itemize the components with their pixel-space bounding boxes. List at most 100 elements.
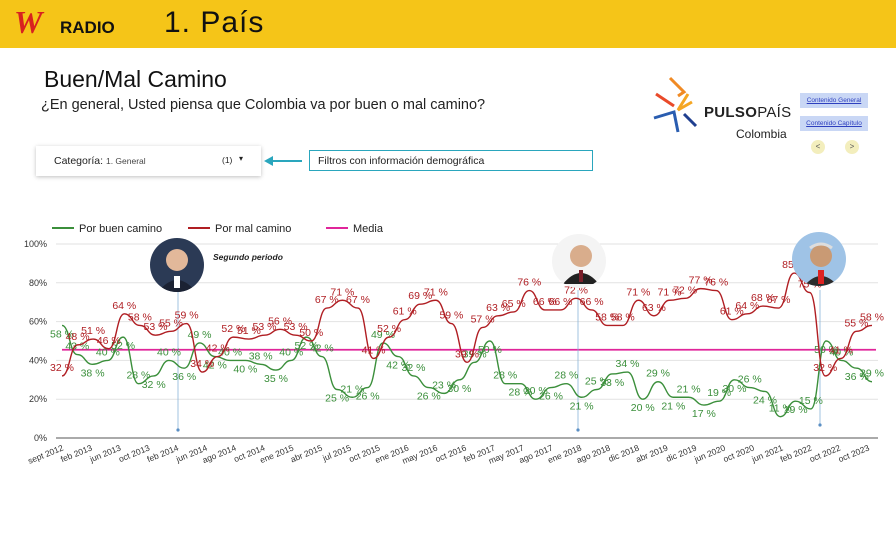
data-label: 39 % — [455, 348, 479, 360]
logo-w: W — [14, 4, 42, 40]
data-label: 57 % — [471, 313, 495, 325]
data-label: 59 % — [439, 310, 463, 322]
dropdown-caret-icon: ▾ — [239, 154, 244, 163]
data-label: 28 % — [493, 370, 517, 382]
data-label: 42 % — [203, 360, 227, 372]
x-tick-label: oct 2013 — [117, 442, 151, 464]
prev-page-button[interactable]: < — [811, 140, 825, 154]
data-label: 58 % — [50, 328, 74, 340]
x-tick-label: feb 2014 — [145, 442, 180, 464]
data-label: 46 % — [97, 335, 121, 347]
data-label: 52 % — [111, 340, 135, 352]
data-label: 38 % — [81, 367, 105, 379]
president-photo-icon — [150, 238, 204, 292]
data-label: 68 % — [751, 292, 775, 304]
term-marker-dot — [176, 428, 180, 432]
data-label: 76 % — [517, 277, 541, 289]
y-tick-label: 20% — [29, 394, 47, 404]
x-tick-label: oct 2020 — [722, 442, 756, 464]
annotation-note: Segundo periodo — [213, 252, 283, 262]
data-label: 49 % — [188, 329, 212, 341]
y-tick-label: 40% — [29, 355, 47, 365]
data-label: 58 % — [860, 311, 884, 323]
y-tick-label: 80% — [29, 278, 47, 288]
data-label: 76 % — [704, 277, 728, 289]
page-title: Buen/Mal Camino — [44, 66, 227, 92]
data-label: 17 % — [692, 408, 716, 420]
x-tick-label: feb 2013 — [59, 442, 94, 464]
data-label: 64 % — [112, 300, 136, 312]
legend-label: Por mal camino — [215, 223, 291, 235]
data-label: 23 % — [432, 379, 456, 391]
series-line — [61, 324, 873, 418]
x-tick-label: jun 2021 — [749, 442, 784, 464]
data-label: 55 % — [844, 317, 868, 329]
data-label: 15 % — [799, 395, 823, 407]
data-label: 21 % — [661, 400, 685, 412]
next-page-button[interactable]: > — [845, 140, 859, 154]
data-label: 40 % — [157, 346, 181, 358]
data-label: 65 % — [502, 298, 526, 310]
data-label: 51 % — [81, 325, 105, 337]
y-tick-label: 60% — [29, 317, 47, 327]
legend-label: Media — [353, 223, 384, 235]
data-label: 34 % — [190, 358, 214, 370]
data-label: 52 % — [221, 323, 245, 335]
y-tick-label: 0% — [34, 433, 47, 443]
x-tick-label: oct 2016 — [434, 442, 468, 464]
data-label: 67 % — [767, 294, 791, 306]
data-label: 38 % — [249, 350, 273, 362]
data-label: 66 % — [533, 296, 557, 308]
x-tick-label: oct 2023 — [837, 442, 871, 464]
data-label: 63 % — [486, 302, 510, 314]
data-label: 28 % — [126, 370, 150, 382]
president-photo-icon — [552, 234, 606, 288]
data-label: 63 % — [642, 302, 666, 314]
data-label: 61 % — [393, 306, 417, 318]
nav-general-button[interactable]: Contenido General — [800, 93, 868, 108]
term-marker-dot — [576, 428, 580, 432]
brand-country: Colombia — [736, 127, 787, 141]
w-radio-logo: W RADIO — [14, 4, 124, 40]
category-label: Categoría: 1. General — [54, 155, 146, 167]
data-label: 53 % — [253, 321, 277, 333]
x-tick-label: jun 2020 — [692, 442, 727, 464]
data-label: 69 % — [408, 290, 432, 302]
data-label: 42 % — [386, 360, 410, 372]
data-label: 25 % — [585, 376, 609, 388]
category-count: (1) — [222, 155, 233, 165]
data-label: 20 % — [524, 385, 548, 397]
arrow-left-icon — [264, 156, 302, 166]
x-tick-label: jul 2015 — [320, 442, 353, 463]
data-label: 56 % — [268, 315, 292, 327]
data-label: 53 % — [284, 321, 308, 333]
data-label: 32 % — [813, 362, 837, 374]
data-label: 49 % — [371, 329, 395, 341]
data-label: 29 % — [860, 368, 884, 380]
data-label: 30 % — [722, 383, 746, 395]
data-label: 55 % — [159, 317, 183, 329]
data-label: 39 % — [463, 348, 487, 360]
logo-radio: RADIO — [60, 18, 115, 37]
pulsopais-logo: PULSOPAÍS Colombia — [648, 72, 798, 144]
data-label: 40 % — [233, 363, 257, 375]
data-label: 41 % — [362, 344, 386, 356]
x-tick-label: jun 2013 — [87, 442, 122, 464]
data-label: 20 % — [631, 402, 655, 414]
x-tick-label: abr 2019 — [634, 442, 669, 464]
data-label: 36 % — [172, 371, 196, 383]
data-label: 26 % — [738, 374, 762, 386]
data-label: 48 % — [66, 331, 90, 343]
data-label: 25 % — [325, 393, 349, 405]
demographic-filter-hint: Filtros con información demográfica — [309, 150, 593, 171]
data-label: 42 % — [310, 343, 334, 355]
x-tick-label: abr 2015 — [289, 442, 324, 464]
category-dropdown[interactable]: Categoría: 1. General (1) ▾ — [36, 146, 261, 176]
legend-label: Por buen camino — [79, 223, 162, 235]
nav-chapter-button[interactable]: Contenido Capítulo — [800, 116, 868, 131]
data-label: 32 % — [402, 362, 426, 374]
y-tick-label: 100% — [24, 239, 47, 249]
data-label: 24 % — [753, 394, 777, 406]
brand-name: PULSOPAÍS — [704, 104, 792, 121]
x-tick-label: dic 2019 — [664, 442, 698, 463]
